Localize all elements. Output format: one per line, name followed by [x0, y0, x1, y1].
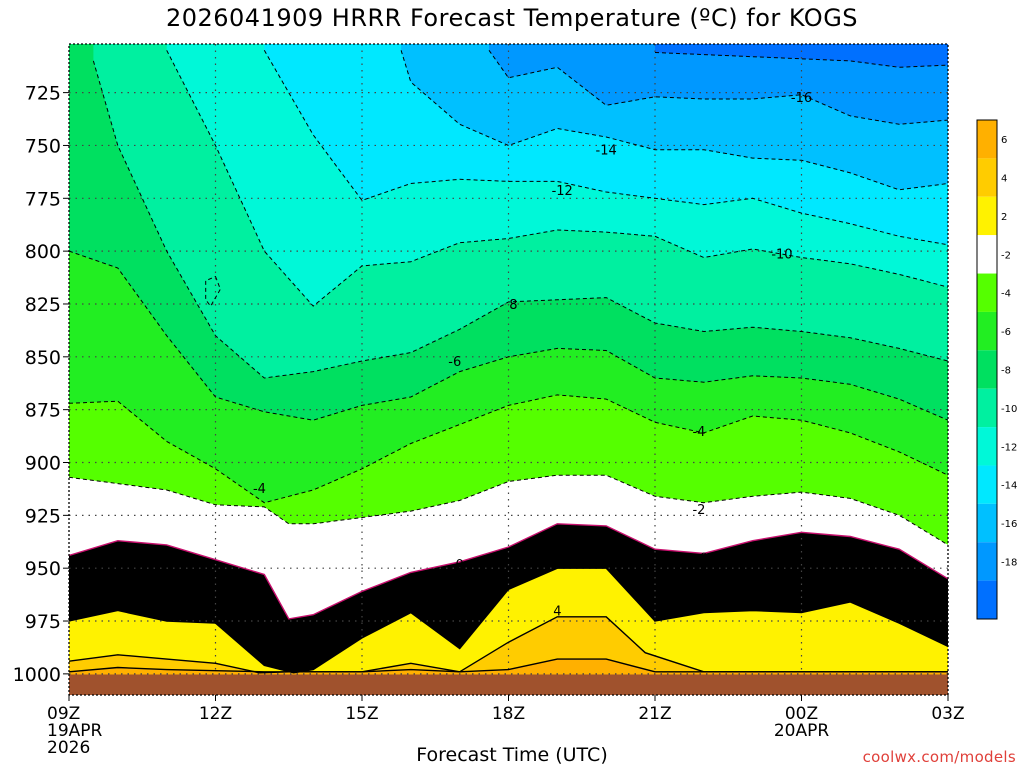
x-tick-label: 19APR — [47, 721, 103, 741]
contour-label: -14 — [596, 144, 617, 159]
plot-area: -16 -14 -12 -10 8 -6 -4 -4 -2 0 0 2 4 — [69, 44, 948, 695]
x-tick-label: 03Z — [931, 704, 964, 724]
colorbar-label: -4 — [1001, 289, 1011, 300]
band-fill — [69, 568, 948, 695]
isotherm-line — [69, 394, 948, 504]
isotherm-line — [488, 50, 948, 125]
x-tick-label: 21Z — [638, 704, 671, 724]
contour-label: -12 — [552, 184, 573, 199]
x-axis-label: Forecast Time (UTC) — [416, 744, 608, 766]
colorbar-label: 2 — [1001, 212, 1007, 223]
y-tick-label: 900 — [25, 453, 61, 475]
colorbar-label: -6 — [1001, 327, 1011, 338]
colorbar-label: -12 — [1001, 442, 1017, 453]
x-tick-label: 12Z — [199, 704, 232, 724]
colorbar-band — [977, 503, 997, 543]
isotherm-line — [166, 50, 948, 307]
colorbar-band — [977, 427, 997, 466]
isotherm-line — [69, 523, 948, 620]
colorbar-label: 4 — [1001, 174, 1007, 185]
y-tick-label: 1000 — [13, 664, 61, 686]
contour-label: -4 — [692, 425, 705, 440]
y-tick-label: 975 — [25, 611, 61, 633]
contour-label: 8 — [509, 298, 517, 313]
y-tick-label: 800 — [25, 241, 61, 263]
colorbar-band — [977, 311, 997, 351]
y-tick-label: 850 — [25, 347, 61, 369]
colorbar-band — [977, 580, 997, 619]
colorbar-band — [977, 120, 997, 159]
contour-label: 4 — [553, 604, 561, 619]
isotherm-line — [69, 658, 948, 673]
contour-label: -10 — [771, 247, 792, 262]
x-tick-label: 2026 — [47, 738, 90, 758]
isotherm-line — [69, 474, 948, 546]
isotherm-line — [69, 250, 948, 421]
ground-strip — [69, 674, 948, 695]
contour-label: -2 — [692, 503, 705, 518]
colorbar-frame — [976, 119, 998, 620]
chart-title: 2026041909 HRRR Forecast Temperature (ºC… — [165, 4, 859, 32]
colorbar-band — [977, 465, 997, 504]
y-tick-label: 925 — [25, 505, 61, 527]
isotherm-line — [654, 52, 948, 68]
contour-label: -4 — [253, 482, 266, 497]
contour-label: -6 — [448, 355, 461, 370]
colorbar-band — [977, 158, 997, 197]
isotherm-line — [92, 60, 948, 379]
isotherm-line — [69, 567, 948, 674]
colorbar-band — [977, 350, 997, 389]
isotherm-line — [263, 50, 948, 246]
colorbar-band — [977, 542, 997, 581]
colorbar-band — [977, 273, 997, 312]
colorbar-label: -2 — [1001, 250, 1011, 261]
y-tick-label: 875 — [25, 400, 61, 422]
colorbar-band — [977, 196, 997, 236]
y-tick-label: 775 — [25, 188, 61, 210]
contour-label: 2 — [353, 609, 361, 624]
isotherm-line — [400, 50, 948, 191]
x-tick-label: 15Z — [345, 704, 378, 724]
isotherm-closed — [205, 275, 221, 307]
colorbar-label: -14 — [1001, 481, 1017, 492]
x-tick-label: 00Z — [785, 704, 818, 724]
contour-label: -16 — [791, 91, 812, 106]
y-tick-label: 725 — [25, 83, 61, 105]
colorbar-label: -8 — [1001, 366, 1011, 377]
colorbar-band — [977, 388, 997, 428]
y-tick-label: 950 — [25, 558, 61, 580]
x-tick-label: 09Z — [47, 704, 80, 724]
y-tick-label: 750 — [25, 135, 61, 157]
colorbar-label: -16 — [1001, 519, 1017, 530]
colorbar-label: 6 — [1001, 135, 1007, 146]
y-tick-label: 825 — [25, 294, 61, 316]
colorbar-label: -10 — [1001, 404, 1017, 415]
colorbar-band — [977, 235, 997, 274]
contour-label: 0 — [456, 558, 464, 573]
x-tick-label: 18Z — [492, 704, 525, 724]
colorbar-label: -18 — [1001, 557, 1017, 568]
source-credit: coolwx.com/models — [862, 748, 1016, 766]
contour-label: 0 — [700, 552, 708, 567]
x-tick-label: 20APR — [774, 721, 830, 741]
